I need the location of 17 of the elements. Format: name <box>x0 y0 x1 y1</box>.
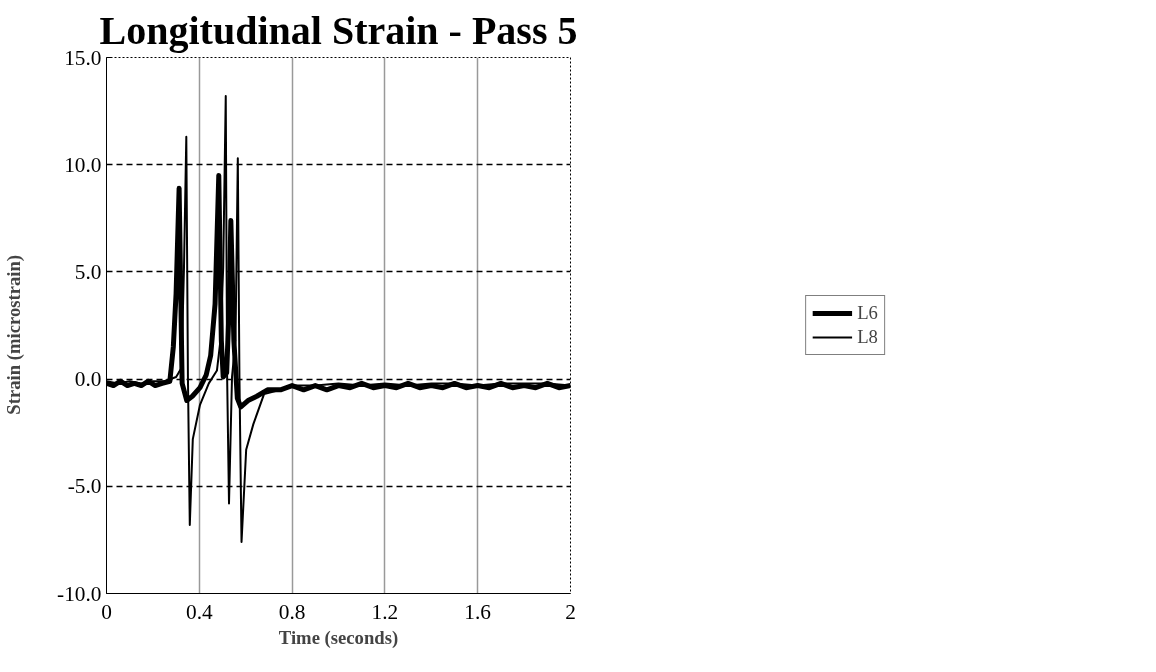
legend-label: L6 <box>857 302 878 324</box>
y-tick-label: 10.0 <box>64 152 102 177</box>
x-tick-label: 2 <box>565 599 576 624</box>
y-tick-label: -5.0 <box>67 474 102 499</box>
legend-label: L8 <box>857 326 878 348</box>
y-tick-label: 0.0 <box>74 367 102 392</box>
y-tick-label: 15.0 <box>64 45 102 70</box>
x-tick-label: 0.4 <box>185 599 213 624</box>
x-tick-label: 0 <box>101 599 112 624</box>
x-tick-label: 0.8 <box>278 599 306 624</box>
y-axis-title: Strain (microstrain) <box>3 254 26 415</box>
x-axis-title: Time (seconds) <box>278 626 399 649</box>
y-tick-label: -10.0 <box>57 581 102 606</box>
y-tick-label: 5.0 <box>74 259 102 284</box>
x-tick-label: 1.6 <box>464 599 492 624</box>
chart-title: Longitudinal Strain - Pass 5 <box>99 7 578 53</box>
x-tick-label: 1.2 <box>371 599 399 624</box>
